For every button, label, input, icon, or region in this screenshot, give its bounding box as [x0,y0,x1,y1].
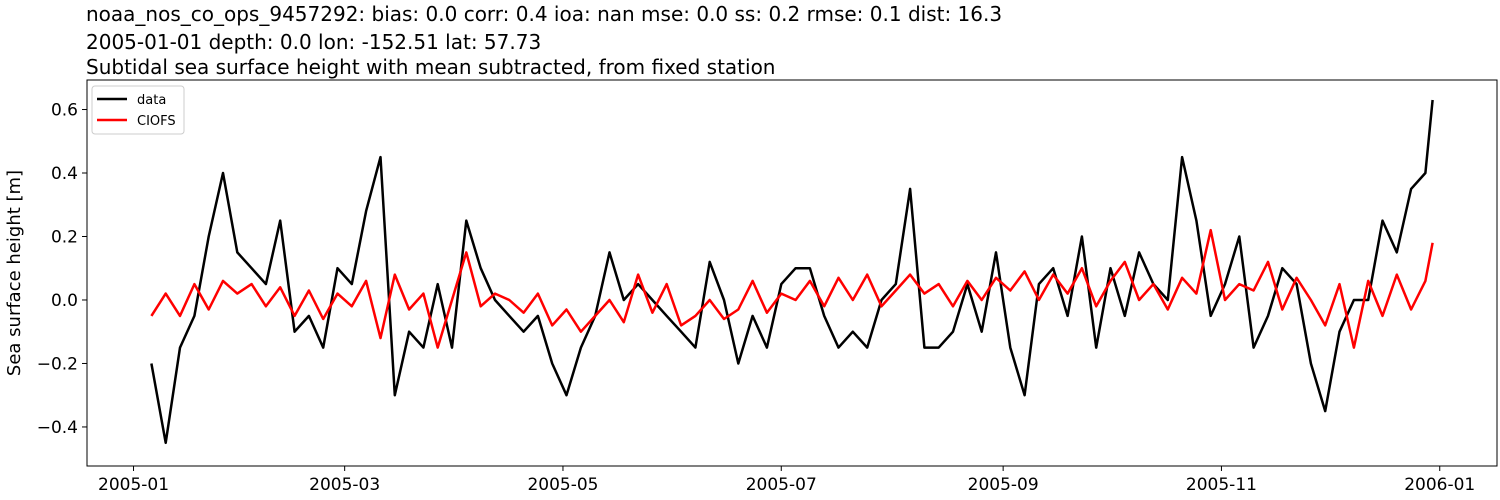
y-tick-label: 0.4 [51,164,78,184]
chart-title-line-1: noaa_nos_co_ops_9457292: bias: 0.0 corr:… [86,2,1003,26]
x-tick-label: 2005-01 [98,475,169,495]
series-line-data [150,99,1434,445]
x-tick-label: 2005-11 [1186,475,1257,495]
x-tick-label: 2005-05 [527,475,598,495]
chart-title-line-3: Subtidal sea surface height with mean su… [86,55,776,79]
y-tick-label: 0.0 [51,291,78,311]
y-tick-label: −0.2 [37,354,78,374]
y-tick-label: −0.4 [37,418,78,438]
plot-frame [86,79,1498,467]
x-tick-label: 2005-03 [309,475,380,495]
x-tick-label: 2005-07 [746,475,817,495]
x-tick-label: 2006-01 [1404,475,1475,495]
y-axis-label: Sea surface height [m] [4,170,25,376]
series-line-ciofs [150,228,1434,349]
legend-label-ciofs: CIOFS [137,114,176,129]
chart-title-line-2: 2005-01-01 depth: 0.0 lon: -152.51 lat: … [86,30,542,54]
y-tick-label: 0.6 [51,101,78,121]
legend: data CIOFS [91,85,185,135]
y-tick-label: 0.2 [51,227,78,247]
legend-label-data: data [137,93,166,108]
x-tick-label: 2005-09 [968,475,1039,495]
